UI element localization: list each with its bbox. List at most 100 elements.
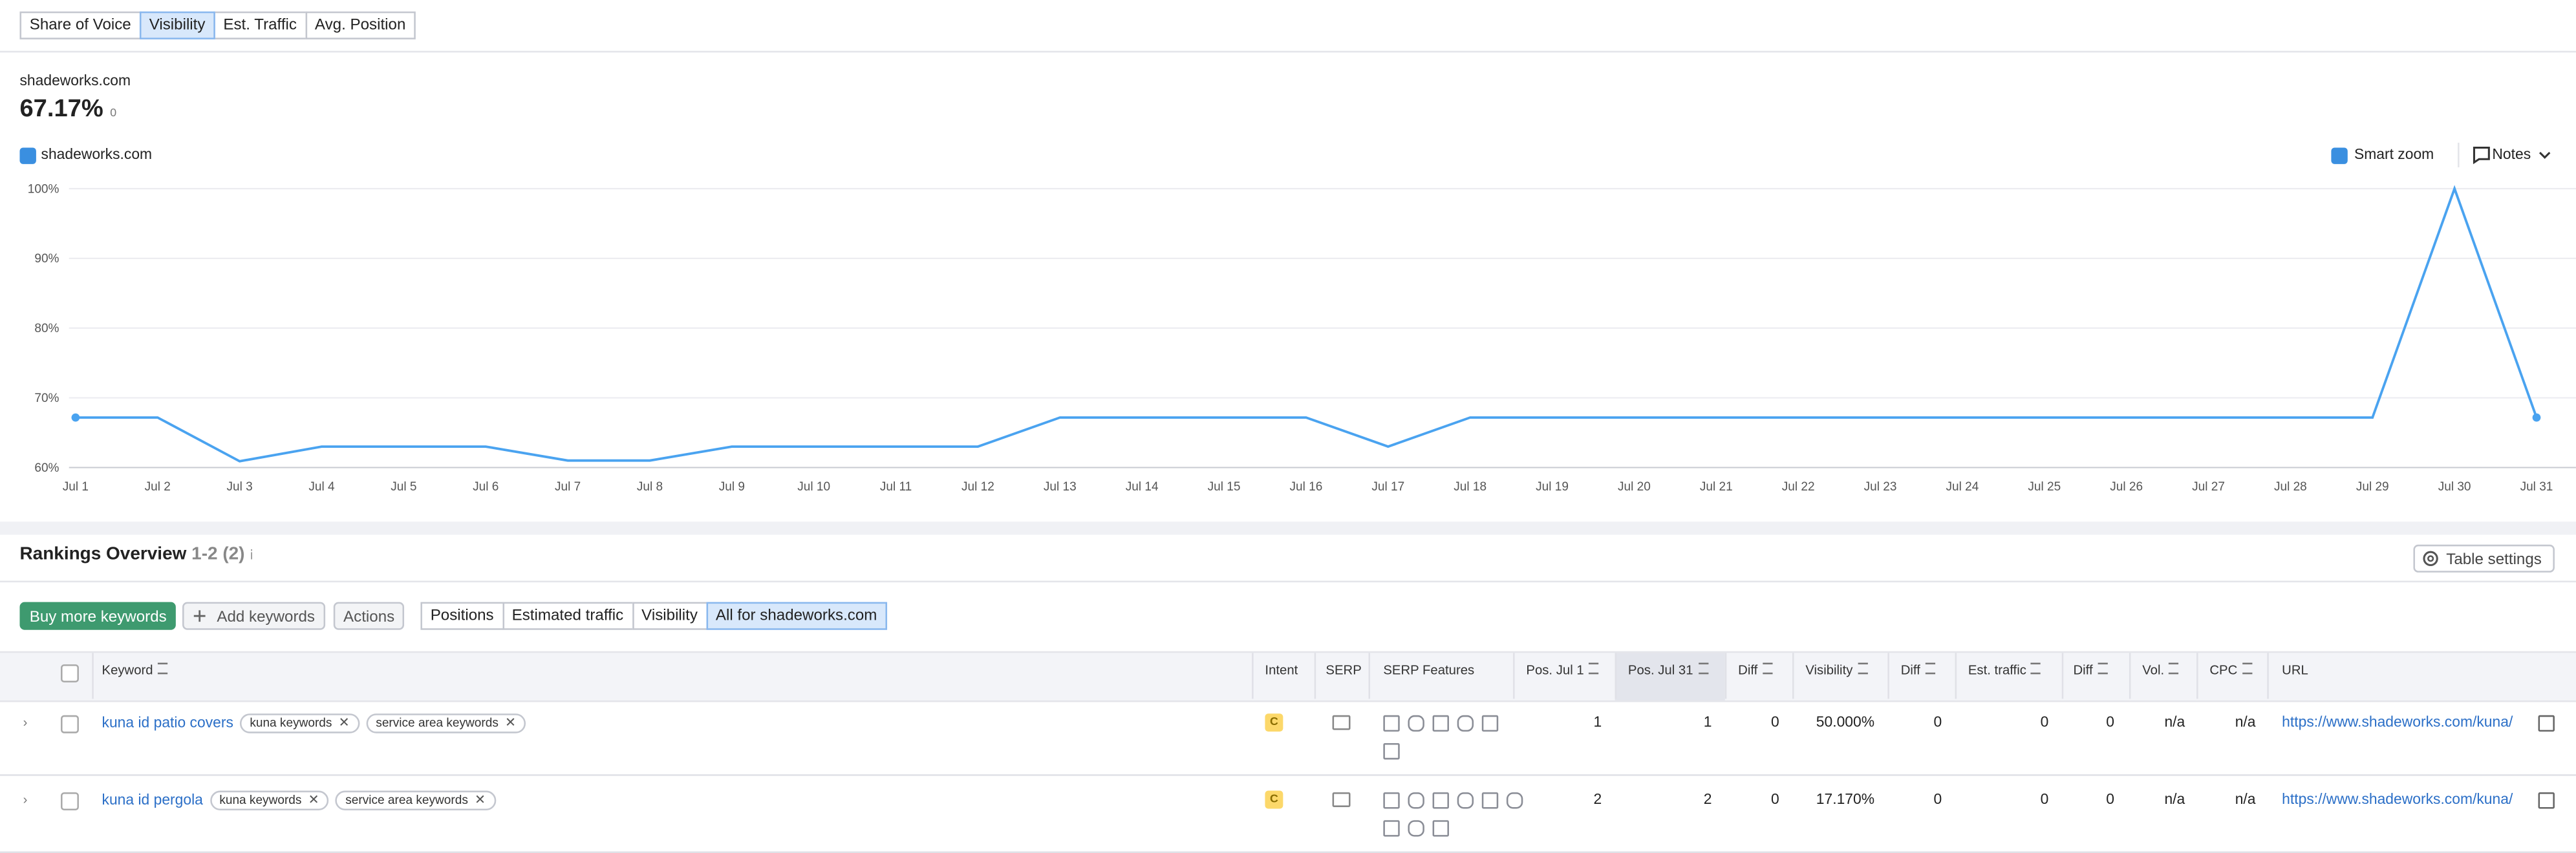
x-tick-label: Jul 18 — [1454, 480, 1487, 494]
column-separator — [1252, 653, 1254, 699]
tag-remove[interactable]: ✕ — [308, 792, 319, 807]
info-icon: ⅰ — [250, 547, 253, 563]
serp-feature-icon — [1383, 792, 1400, 809]
tag-remove[interactable]: ✕ — [475, 792, 486, 807]
external-link-icon[interactable] — [2538, 792, 2555, 809]
column-separator — [1513, 653, 1515, 699]
row-checkbox[interactable] — [61, 792, 79, 811]
keyword-cell: kuna id pergola kuna keywords ✕ service are… — [102, 790, 496, 811]
expand-arrow[interactable]: › — [23, 792, 28, 807]
column-header[interactable]: SERP — [1326, 663, 1361, 678]
serp-feature-icon — [1457, 715, 1474, 732]
y-tick-label: 60% — [34, 461, 59, 475]
header-text: Intent — [1265, 662, 1298, 678]
column-separator — [2129, 653, 2131, 699]
x-tick-label: Jul 20 — [1618, 480, 1651, 494]
column-header[interactable]: Intent — [1265, 663, 1298, 678]
serp-feature-icon — [1481, 792, 1499, 809]
filter-tab[interactable]: Visibility — [631, 602, 708, 630]
label: Add keywords — [217, 608, 315, 627]
column-header[interactable]: Vol. — [2142, 662, 2179, 677]
header-text: Visibility — [1805, 662, 1853, 678]
serp-feature-icon — [1432, 820, 1449, 837]
x-tick-label: Jul 25 — [2028, 480, 2061, 494]
sort-icon — [1762, 662, 1773, 675]
intent-badge: C — [1265, 790, 1283, 809]
legend-checkbox[interactable] — [19, 147, 36, 164]
column-header[interactable]: Visibility — [1805, 662, 1868, 678]
column-header[interactable]: Diff — [2073, 662, 2108, 677]
tag-remove[interactable]: ✕ — [338, 715, 350, 730]
tab[interactable]: Avg. Position — [305, 11, 416, 39]
tab-bar: Share of Voice Visibility Est. Traffic Avg.… — [19, 11, 416, 41]
x-tick-label: Jul 13 — [1044, 480, 1077, 494]
gear-icon — [2423, 551, 2438, 567]
buy-keywords-button[interactable]: Buy more keywords — [19, 602, 177, 630]
metric-cell: 17.170% — [1816, 790, 1875, 807]
filter-tab[interactable]: All for shadeworks.com — [705, 602, 887, 630]
metric-cell: 0 — [2106, 713, 2115, 730]
metric-cell: n/a — [2164, 790, 2185, 807]
metric-cell: n/a — [2235, 713, 2256, 730]
x-tick-label: Jul 28 — [2274, 480, 2307, 494]
row-checkbox[interactable] — [61, 715, 79, 733]
column-separator — [2267, 653, 2269, 699]
url-link[interactable]: https://www.shadeworks.com/kuna/ — [2282, 790, 2513, 807]
x-tick-label: Jul 1 — [63, 480, 89, 494]
row-border — [0, 851, 2576, 853]
add-keywords-button[interactable]: Add keywords — [182, 602, 325, 630]
notes-button[interactable]: Notes — [2492, 145, 2531, 163]
column-separator — [92, 653, 94, 699]
header-text: Pos. Jul 31 — [1627, 662, 1693, 678]
smart-zoom-checkbox[interactable] — [2331, 147, 2348, 164]
expand-arrow[interactable]: › — [23, 715, 28, 730]
column-header[interactable]: CPC — [2209, 662, 2253, 677]
metric-cell: n/a — [2164, 713, 2185, 730]
serp-feature-icon — [1506, 792, 1523, 809]
metric-cell: 1 — [1593, 713, 1602, 730]
x-tick-label: Jul 23 — [1864, 480, 1897, 494]
tab[interactable]: Share of Voice — [19, 11, 141, 39]
metric-cell: 50.000% — [1816, 713, 1875, 730]
tab[interactable]: Visibility — [139, 11, 215, 39]
keyword-link[interactable]: kuna id pergola — [102, 791, 203, 808]
serp-icon[interactable] — [1332, 792, 1351, 807]
keyword-link[interactable]: kuna id patio covers — [102, 714, 233, 731]
x-tick-label: Jul 15 — [1208, 480, 1241, 494]
column-header[interactable]: Est. traffic — [1968, 662, 2041, 677]
column-header[interactable]: Diff — [1738, 662, 1773, 677]
chevron — [2538, 152, 2551, 159]
keyword-tag: kuna keywords ✕ — [209, 790, 329, 811]
header-checkbox[interactable] — [61, 664, 79, 683]
url-link[interactable]: https://www.shadeworks.com/kuna/ — [2282, 713, 2513, 730]
column-header[interactable]: Diff — [1901, 662, 1935, 677]
filter-tab[interactable]: Estimated traffic — [502, 602, 634, 630]
y-tick-label: 90% — [34, 252, 59, 266]
header-text: Keyword — [102, 662, 153, 678]
divider — [0, 580, 2576, 583]
column-header[interactable]: Pos. Jul 31 — [1627, 662, 1708, 678]
serp-feature-icon — [1383, 742, 1400, 760]
column-header[interactable]: Pos. Jul 1 — [1526, 662, 1599, 678]
header-text: Pos. Jul 1 — [1526, 662, 1584, 678]
legend-label: shadeworks.com — [41, 145, 153, 163]
actions-button[interactable]: Actions — [333, 602, 405, 630]
row-count: 1-2 (2) — [191, 544, 245, 565]
x-tick-label: Jul 6 — [473, 480, 499, 494]
serp-icon[interactable] — [1332, 715, 1351, 730]
intent-badge: C — [1265, 713, 1283, 732]
filter-tab[interactable]: Positions — [420, 602, 504, 630]
smart-zoom-label[interactable]: Smart zoom — [2354, 145, 2434, 163]
x-tick-label: Jul 24 — [1946, 480, 1979, 494]
column-header[interactable]: Keyword — [102, 662, 168, 678]
column-header[interactable]: SERP Features — [1383, 663, 1474, 678]
tag-remove[interactable]: ✕ — [505, 715, 517, 730]
x-tick-label: Jul 10 — [797, 480, 830, 494]
serp-feature-icon — [1408, 715, 1424, 732]
sort-icon — [2169, 662, 2179, 675]
external-link-icon[interactable] — [2538, 715, 2555, 732]
sort-icon — [2031, 662, 2041, 675]
serp-feature-icon — [1408, 820, 1424, 837]
column-header[interactable]: URL — [2282, 663, 2308, 678]
